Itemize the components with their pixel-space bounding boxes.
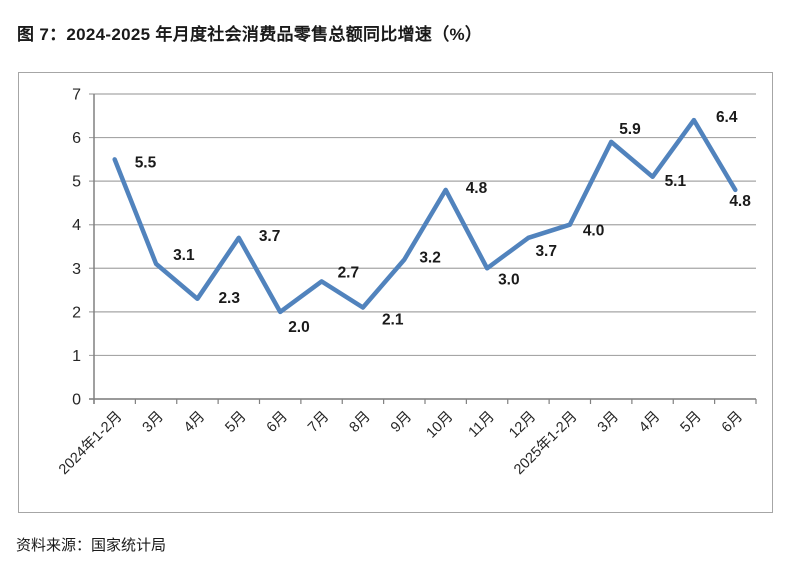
svg-text:5月: 5月 (222, 409, 249, 436)
svg-text:10月: 10月 (424, 409, 457, 442)
svg-text:2.1: 2.1 (382, 312, 404, 329)
svg-text:4.0: 4.0 (583, 223, 605, 240)
svg-text:2.0: 2.0 (288, 319, 310, 336)
svg-text:5.1: 5.1 (665, 173, 687, 190)
svg-text:5.5: 5.5 (135, 154, 157, 171)
svg-text:3.7: 3.7 (259, 228, 281, 245)
svg-text:7: 7 (72, 87, 81, 104)
svg-text:6.4: 6.4 (716, 109, 738, 126)
chart-title: 图 7：2024-2025 年月度社会消费品零售总额同比增速（%） (17, 25, 483, 44)
source-text: 资料来源：国家统计局 (16, 537, 167, 554)
svg-text:5: 5 (72, 174, 81, 191)
svg-text:3.0: 3.0 (498, 271, 520, 288)
svg-text:3月: 3月 (595, 409, 622, 436)
svg-text:0: 0 (72, 392, 81, 409)
svg-text:4.8: 4.8 (466, 180, 488, 197)
svg-text:2024年1-2月: 2024年1-2月 (55, 408, 125, 478)
svg-text:11月: 11月 (466, 409, 498, 441)
svg-text:1: 1 (72, 348, 81, 365)
svg-text:4月: 4月 (636, 409, 663, 436)
line-chart: 0 1 2 3 4 5 6 7 5.5 3.1 2.3 3.7 2.0 2.7 2.1 3.2 4.8 3.0 3.… (55, 87, 757, 478)
svg-text:2.3: 2.3 (218, 290, 240, 307)
svg-text:2.7: 2.7 (338, 264, 360, 281)
svg-text:6: 6 (72, 130, 81, 147)
svg-text:8月: 8月 (346, 409, 373, 436)
svg-text:7月: 7月 (305, 409, 332, 436)
svg-text:6月: 6月 (264, 409, 291, 436)
svg-text:12月: 12月 (506, 409, 539, 442)
svg-text:3: 3 (72, 261, 81, 278)
svg-text:3.1: 3.1 (173, 247, 195, 264)
chart-frame: 0 1 2 3 4 5 6 7 5.5 3.1 2.3 3.7 2.0 2.7 2.1 3.2 4.8 3.0 3.… (18, 72, 773, 513)
svg-text:9月: 9月 (388, 409, 415, 436)
svg-text:5.9: 5.9 (619, 121, 641, 138)
svg-text:3.7: 3.7 (535, 243, 557, 260)
svg-text:4.8: 4.8 (729, 193, 751, 210)
svg-text:5月: 5月 (677, 409, 704, 436)
svg-text:4: 4 (72, 217, 81, 234)
svg-text:2: 2 (72, 304, 81, 321)
svg-text:3月: 3月 (140, 409, 167, 436)
svg-text:3.2: 3.2 (419, 250, 441, 267)
svg-text:4月: 4月 (181, 409, 208, 436)
svg-text:6月: 6月 (719, 409, 746, 436)
